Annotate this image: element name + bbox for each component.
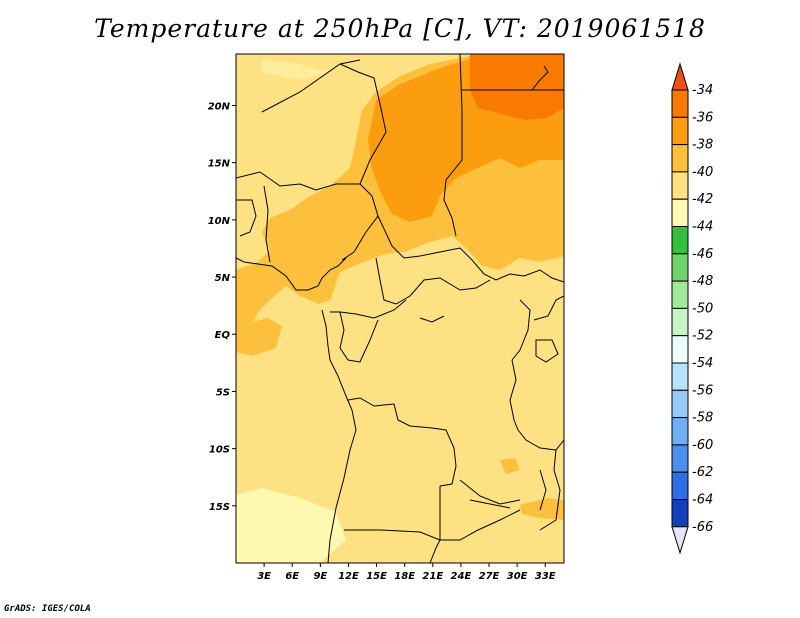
coastline-west-central (321, 309, 357, 563)
coastline-gulf-of-guinea (236, 257, 347, 291)
border-uganda-kenya (533, 295, 564, 321)
lat-tick-label: 15N (208, 159, 231, 170)
border-zambia-drc (459, 479, 521, 505)
colorbar-swatch (671, 335, 689, 364)
lon-tick-label: 6E (285, 571, 299, 582)
colorbar-label: -36 (692, 110, 713, 125)
latitude-axis: 20N 15N 10N 5N EQ 5S 10S 15S (208, 101, 236, 513)
lat-tick-label: 15S (209, 502, 230, 513)
border-niger-libya (339, 63, 387, 185)
border-algeria-mali (261, 59, 361, 113)
colorbar-swatch (671, 471, 689, 501)
field-pale-north (262, 60, 330, 80)
colorbar: -34 -36 -38 -40 -42 -44 -46 -48 -50 -52 -54 -56 -58 -… (671, 62, 713, 555)
lat-tick-label: 10N (208, 216, 231, 227)
coastline-red-sea (531, 65, 549, 91)
grads-credit: GrADS: IGES/COLA (4, 604, 91, 614)
colorbar-swatch (671, 116, 689, 146)
lat-tick-label: 5N (215, 273, 231, 284)
lon-tick-label: 15E (366, 571, 387, 582)
colorbar-swatch (671, 253, 689, 282)
lon-tick-label: 3E (257, 571, 271, 582)
border-angola-zambia (429, 486, 441, 563)
lon-tick-label: 24E (451, 571, 472, 582)
longitude-axis: 3E 6E 9E 12E 15E 18E 21E 24E 27E 30E 33E (257, 563, 556, 582)
colorbar-label: -66 (692, 520, 713, 535)
plot-title: Temperature at 250hPa [C], VT: 201906151… (94, 14, 706, 43)
colorbar-swatch (671, 226, 689, 255)
colorbar-swatch (671, 417, 689, 446)
field-pale-sw (236, 488, 346, 563)
colorbar-swatch (671, 171, 689, 200)
colorbar-label: -56 (692, 383, 713, 398)
border-angola-drc (347, 397, 457, 487)
coastline-east (539, 439, 564, 531)
field-se-patch (520, 498, 564, 520)
border-car-south-sudan (471, 259, 564, 283)
colorbar-label: -44 (692, 220, 713, 235)
colorbar-swatch (671, 499, 689, 528)
lat-tick-label: 10S (209, 445, 230, 456)
colorbar-swatch (671, 389, 689, 419)
colorbar-label: -48 (692, 274, 713, 289)
colorbar-label: -62 (692, 465, 713, 480)
lon-tick-label: 27E (479, 571, 500, 582)
colorbar-label: -52 (692, 329, 713, 344)
colorbar-swatch (671, 307, 689, 337)
lon-tick-label: 18E (394, 571, 415, 582)
lat-tick-label: 5S (216, 387, 230, 398)
temperature-field (236, 54, 564, 563)
border-nigeria-benin (263, 185, 271, 263)
border-gabon (330, 311, 379, 363)
colorbar-label: -34 (692, 83, 713, 98)
colorbar-label: -40 (692, 165, 713, 180)
colorbar-swatch (671, 89, 689, 118)
lake-malawi (539, 469, 547, 511)
river-congo-segment (419, 315, 445, 323)
border-niger-south (236, 171, 360, 191)
colorbar-label: -42 (692, 192, 713, 207)
colorbar-label: -54 (692, 356, 713, 371)
colorbar-swatch (671, 198, 689, 227)
lon-tick-label: 33E (535, 571, 556, 582)
border-nigeria-cameroon (341, 183, 379, 261)
border-benin-togo (236, 199, 257, 237)
lake-tanganyika (509, 359, 519, 431)
colorbar-swatch (671, 144, 689, 173)
lat-tick-label: EQ (215, 330, 231, 341)
lat-tick-label: 20N (208, 101, 231, 112)
border-chad-sudan (443, 54, 463, 237)
colorbar-label: -64 (692, 493, 713, 508)
colorbar-cap-top (671, 62, 689, 91)
lon-tick-label: 12E (338, 571, 359, 582)
colorbar-label: -58 (692, 411, 713, 426)
lon-tick-label: 9E (313, 571, 327, 582)
colorbar-label: -46 (692, 247, 713, 262)
colorbar-swatch (671, 444, 689, 473)
border-gabon-congo (339, 299, 407, 319)
border-chad-car (377, 215, 473, 261)
colorbar-swatch (671, 280, 689, 309)
field-minus-36-to-34 (470, 54, 564, 120)
colorbar-swatch (671, 362, 689, 391)
border-namibia-angola (344, 509, 521, 541)
field-se-patch-2 (500, 458, 520, 474)
lon-tick-label: 21E (422, 571, 443, 582)
colorbar-label: -38 (692, 138, 713, 153)
colorbar-label: -60 (692, 438, 713, 453)
border-tanzania (517, 429, 557, 451)
border-zambia-zimbabwe (469, 499, 511, 509)
border-drc-uganda (511, 299, 531, 361)
colorbar-cap-bottom (671, 526, 689, 555)
colorbar-label: -50 (692, 301, 713, 316)
lake-victoria (535, 339, 559, 363)
map-frame (235, 53, 565, 564)
border-car-drc (375, 257, 491, 305)
lon-tick-label: 30E (507, 571, 528, 582)
boundaries (236, 54, 564, 563)
